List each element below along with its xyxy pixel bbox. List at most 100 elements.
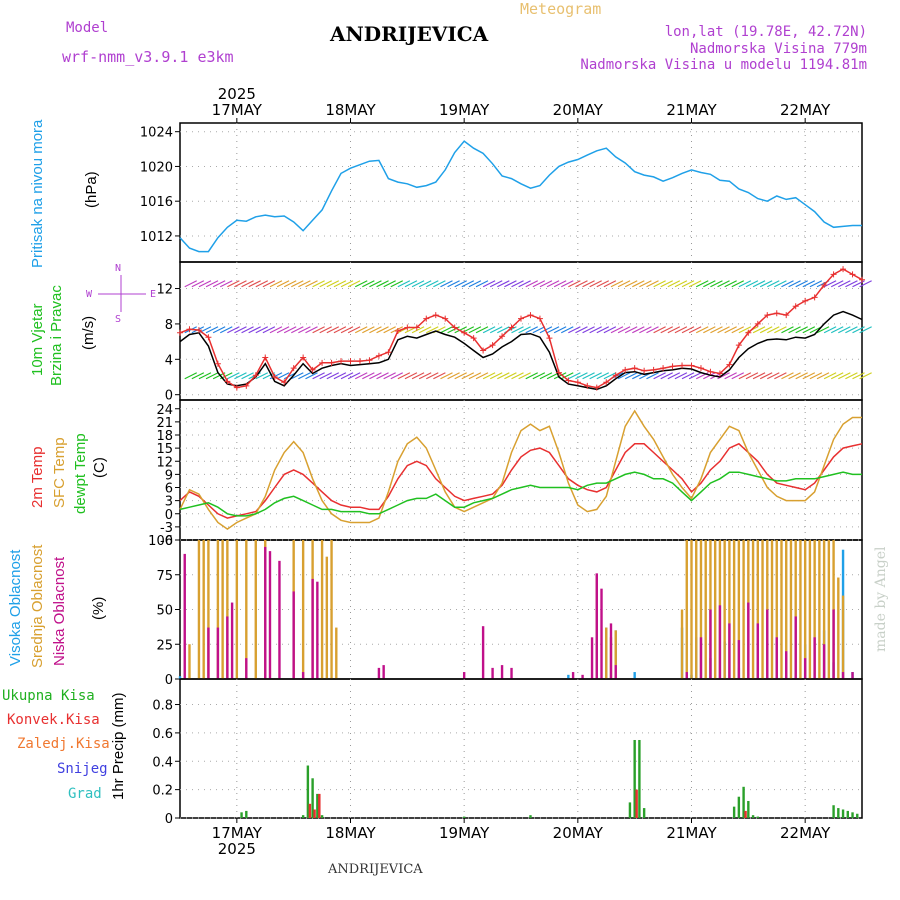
wind-arrow: [710, 280, 723, 288]
bar: [713, 540, 717, 679]
gust-marker: [660, 365, 667, 372]
gust-marker: [470, 335, 477, 342]
bar: [751, 540, 755, 679]
wind-arrow: [241, 326, 254, 334]
wind-arrow: [497, 372, 510, 380]
wind-arrow: [759, 280, 773, 288]
wind-arrow: [227, 372, 240, 380]
y-tick-label: 0.4: [152, 755, 173, 770]
wind-arrow: [738, 326, 752, 334]
bar: [301, 815, 305, 818]
wind-arrow: [809, 372, 823, 380]
wind-arrow: [546, 326, 560, 334]
wind-arrow: [390, 280, 404, 288]
wind-arrow: [191, 280, 205, 288]
gust-marker: [423, 315, 430, 322]
y-tick-label: -6: [160, 534, 173, 549]
precip-legend-snow: Snijeg: [57, 761, 108, 777]
compass-n: N: [115, 263, 122, 274]
bar: [590, 637, 594, 679]
wind-arrow: [660, 372, 673, 380]
pressure-unit-label: (hPa): [83, 171, 100, 208]
y-tick-label: 12: [156, 283, 173, 298]
bar: [827, 540, 831, 679]
wind-arrow: [447, 280, 460, 288]
bar: [595, 573, 598, 679]
wind-arrow: [227, 280, 240, 288]
wind-arrow: [845, 280, 858, 288]
wind-arrow: [802, 326, 816, 334]
wind-arrow: [248, 326, 261, 334]
bar: [638, 739, 641, 818]
wind-arrow: [319, 326, 332, 334]
bar: [226, 540, 229, 679]
wind-arrow: [596, 326, 610, 334]
gust-marker: [385, 349, 392, 356]
bar: [481, 626, 485, 679]
wind-arrow: [525, 280, 539, 288]
top-day-label: 17MAY: [212, 101, 263, 119]
wind-arrow: [788, 326, 801, 334]
wind-arrow: [767, 372, 780, 380]
gust-marker: [669, 363, 676, 370]
wind-arrow: [269, 280, 283, 288]
bottom-day-label: 18MAY: [325, 824, 376, 842]
wind-arrow: [859, 372, 872, 380]
wind-arrow: [823, 326, 837, 334]
precip-legend-total: Ukupna Kisa: [2, 688, 95, 704]
wind-arrow: [724, 280, 737, 288]
wind-arrow: [340, 372, 354, 380]
wind-arrow: [475, 326, 489, 334]
gust-marker: [413, 324, 420, 331]
bar: [841, 595, 845, 679]
wind-arrow: [795, 326, 808, 334]
bar: [761, 540, 764, 679]
wind-arrow: [589, 326, 602, 334]
gust-marker: [754, 320, 761, 327]
wind-arrow: [440, 280, 453, 288]
gust-marker: [811, 294, 818, 301]
wind-arrow: [823, 372, 837, 380]
wind-arrow: [838, 326, 851, 334]
wind-arrow: [418, 372, 432, 380]
gust-marker: [688, 362, 695, 369]
gust-marker: [328, 359, 335, 366]
panel-frame: [179, 678, 863, 819]
bar: [695, 540, 698, 679]
wind-arrow: [575, 280, 588, 288]
wind-arrow: [752, 372, 766, 380]
wind-arrow: [404, 280, 418, 288]
bar: [737, 640, 741, 679]
wind-arrow: [731, 372, 745, 380]
wind-arrow: [454, 280, 467, 288]
bar: [306, 765, 310, 818]
wind-arrow: [816, 326, 830, 334]
gust-marker: [593, 384, 600, 391]
gust-marker: [356, 358, 363, 365]
wind-arrow: [354, 280, 368, 288]
precip-legend-convective: Konvek.Kisa: [7, 712, 100, 728]
wind-arrow: [333, 372, 347, 380]
coords-label: lon,lat (19.78E, 42.72N): [664, 24, 867, 40]
wind-arrow: [440, 326, 453, 334]
gust-marker: [716, 370, 723, 377]
bar: [311, 778, 314, 818]
wind-arrow: [347, 280, 361, 288]
wind-arrow: [781, 326, 794, 334]
bar: [308, 803, 312, 818]
wind-arrow: [468, 326, 482, 334]
cloud-unit-label: (%): [90, 596, 107, 620]
series-line-pritisak-na-nivou-mora: [179, 140, 862, 253]
wind-arrow: [745, 372, 759, 380]
bottom-day-label: 19MAY: [439, 824, 490, 842]
gust-marker: [489, 342, 496, 349]
model-elevation-label: Nadmorska Visina u modelu 1194.81m: [580, 57, 867, 73]
wind-arrow: [426, 372, 439, 380]
wind-arrow: [603, 326, 617, 334]
wind-arrow: [617, 280, 631, 288]
y-tick-label: 0: [165, 508, 173, 523]
bar: [178, 676, 182, 679]
wind-arrow: [731, 280, 745, 288]
bar: [785, 540, 788, 679]
gust-marker: [309, 366, 316, 373]
